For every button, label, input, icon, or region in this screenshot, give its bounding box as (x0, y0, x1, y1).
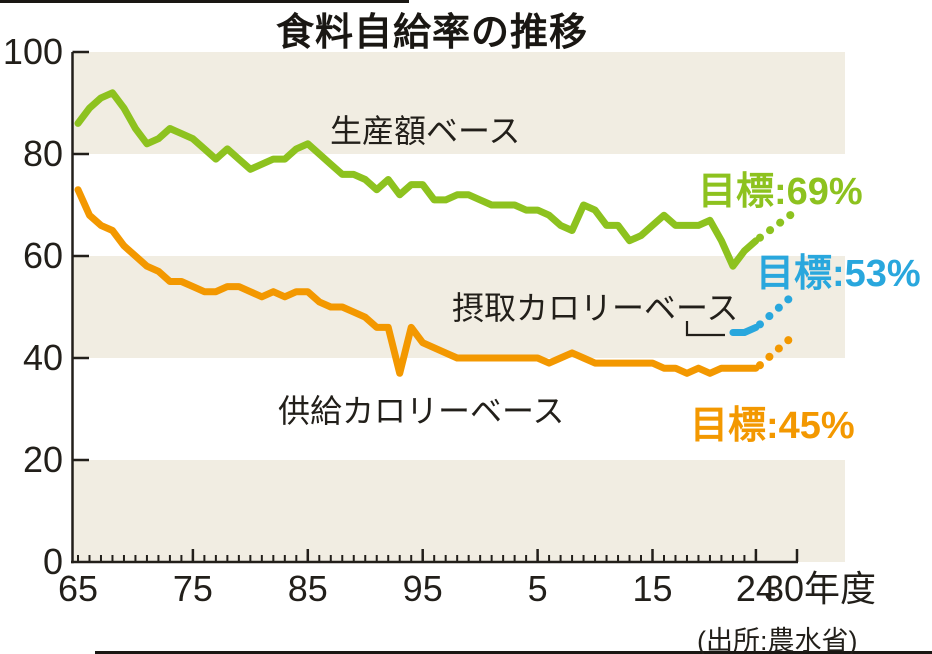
target-label-production-value: 目標:69% (698, 171, 863, 213)
grid-band (73, 256, 845, 358)
target-label-supply-calorie: 目標:45% (690, 405, 855, 447)
target-label-intake-calorie: 目標:53% (756, 253, 921, 295)
y-tick-label: 100 (3, 31, 63, 72)
intake-callout-line (685, 321, 725, 337)
x-tick-label: 15 (632, 568, 672, 609)
x-tick-label: 30年度 (764, 568, 876, 609)
intake-calorie-projection-dotted (755, 287, 801, 329)
series-label-supply-calorie: 供給カロリーベース (278, 393, 565, 429)
x-tick-label: 95 (403, 568, 443, 609)
y-tick-label: 40 (23, 337, 63, 378)
x-tick-label: 75 (173, 568, 213, 609)
y-tick-label: 20 (23, 439, 63, 480)
x-tick-label: 85 (288, 568, 328, 609)
page-crop-edge-top (0, 0, 409, 3)
series-label-intake-calorie: 摂取カロリーベース (452, 290, 739, 326)
x-tick-label: 24 (736, 568, 776, 609)
page-crop-edge-bottom (95, 651, 932, 654)
supply-calorie-line (74, 186, 760, 377)
production-value-line (74, 89, 760, 270)
chart-title: 食料自給率の推移 (275, 12, 588, 54)
x-tick-label: 65 (58, 568, 98, 609)
source-note: (出所:農水省) (697, 626, 858, 654)
y-tick-label: 60 (23, 235, 63, 276)
intake-calorie-line (729, 323, 760, 336)
x-tick-label: 5 (528, 568, 548, 609)
production-value-projection-dotted (755, 206, 801, 242)
supply-calorie-projection-dotted (755, 328, 801, 370)
grid-band (73, 460, 845, 562)
y-tick-label: 0 (43, 541, 63, 582)
series-label-production-value: 生産額ベース (330, 113, 521, 149)
y-tick-label: 80 (23, 133, 63, 174)
grid-band (73, 52, 845, 154)
